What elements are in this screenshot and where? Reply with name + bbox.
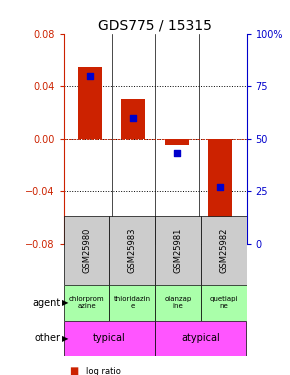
Title: GDS775 / 15315: GDS775 / 15315 (98, 19, 212, 33)
Text: quetiapi
ne: quetiapi ne (209, 296, 238, 309)
Bar (155, 285, 201, 321)
Bar (155, 321, 246, 356)
Point (88, 73, 92, 79)
Bar (165, 139, 189, 146)
Bar (201, 216, 246, 285)
Point (175, 150, 179, 156)
Text: log ratio: log ratio (86, 367, 120, 375)
Text: other: other (35, 333, 61, 344)
Bar (201, 285, 246, 321)
Bar (110, 216, 155, 285)
Text: GSM25981: GSM25981 (173, 228, 182, 273)
Bar (78, 67, 102, 139)
Bar (122, 99, 145, 139)
Point (131, 115, 136, 121)
Bar (155, 216, 201, 285)
Text: ■: ■ (70, 366, 79, 375)
Bar (209, 139, 232, 224)
Bar (64, 321, 155, 356)
Text: olanzap
ine: olanzap ine (164, 296, 192, 309)
Text: ▶: ▶ (62, 298, 69, 307)
Text: GSM25983: GSM25983 (128, 228, 137, 273)
Text: thioridazin
e: thioridazin e (114, 296, 151, 309)
Text: GSM25980: GSM25980 (82, 228, 91, 273)
Bar (110, 285, 155, 321)
Text: atypical: atypical (182, 333, 220, 344)
Point (218, 184, 223, 190)
Bar (64, 216, 110, 285)
Text: GSM25982: GSM25982 (219, 228, 228, 273)
Text: ▶: ▶ (62, 334, 69, 343)
Text: chlorprom
azine: chlorprom azine (69, 296, 104, 309)
Text: typical: typical (93, 333, 126, 344)
Text: agent: agent (33, 298, 61, 308)
Bar (64, 285, 110, 321)
